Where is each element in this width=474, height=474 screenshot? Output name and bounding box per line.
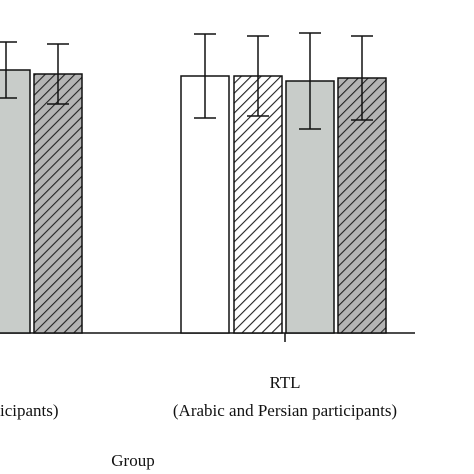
bar [180, 75, 230, 334]
error-bar [299, 32, 321, 130]
error-bar [247, 35, 269, 117]
bar [233, 75, 283, 334]
x-axis-title: Group [111, 451, 154, 470]
error-bar [47, 43, 69, 105]
x-tick-sublabel: (Arabic and Persian participants) [173, 401, 397, 420]
error-bar [0, 41, 17, 99]
x-tick-label: RTL [269, 373, 300, 392]
x-tick-sublabel: icipants) [0, 401, 59, 420]
error-bar [194, 33, 216, 119]
bar [33, 73, 83, 334]
bar [0, 69, 31, 334]
error-bar [351, 35, 373, 121]
